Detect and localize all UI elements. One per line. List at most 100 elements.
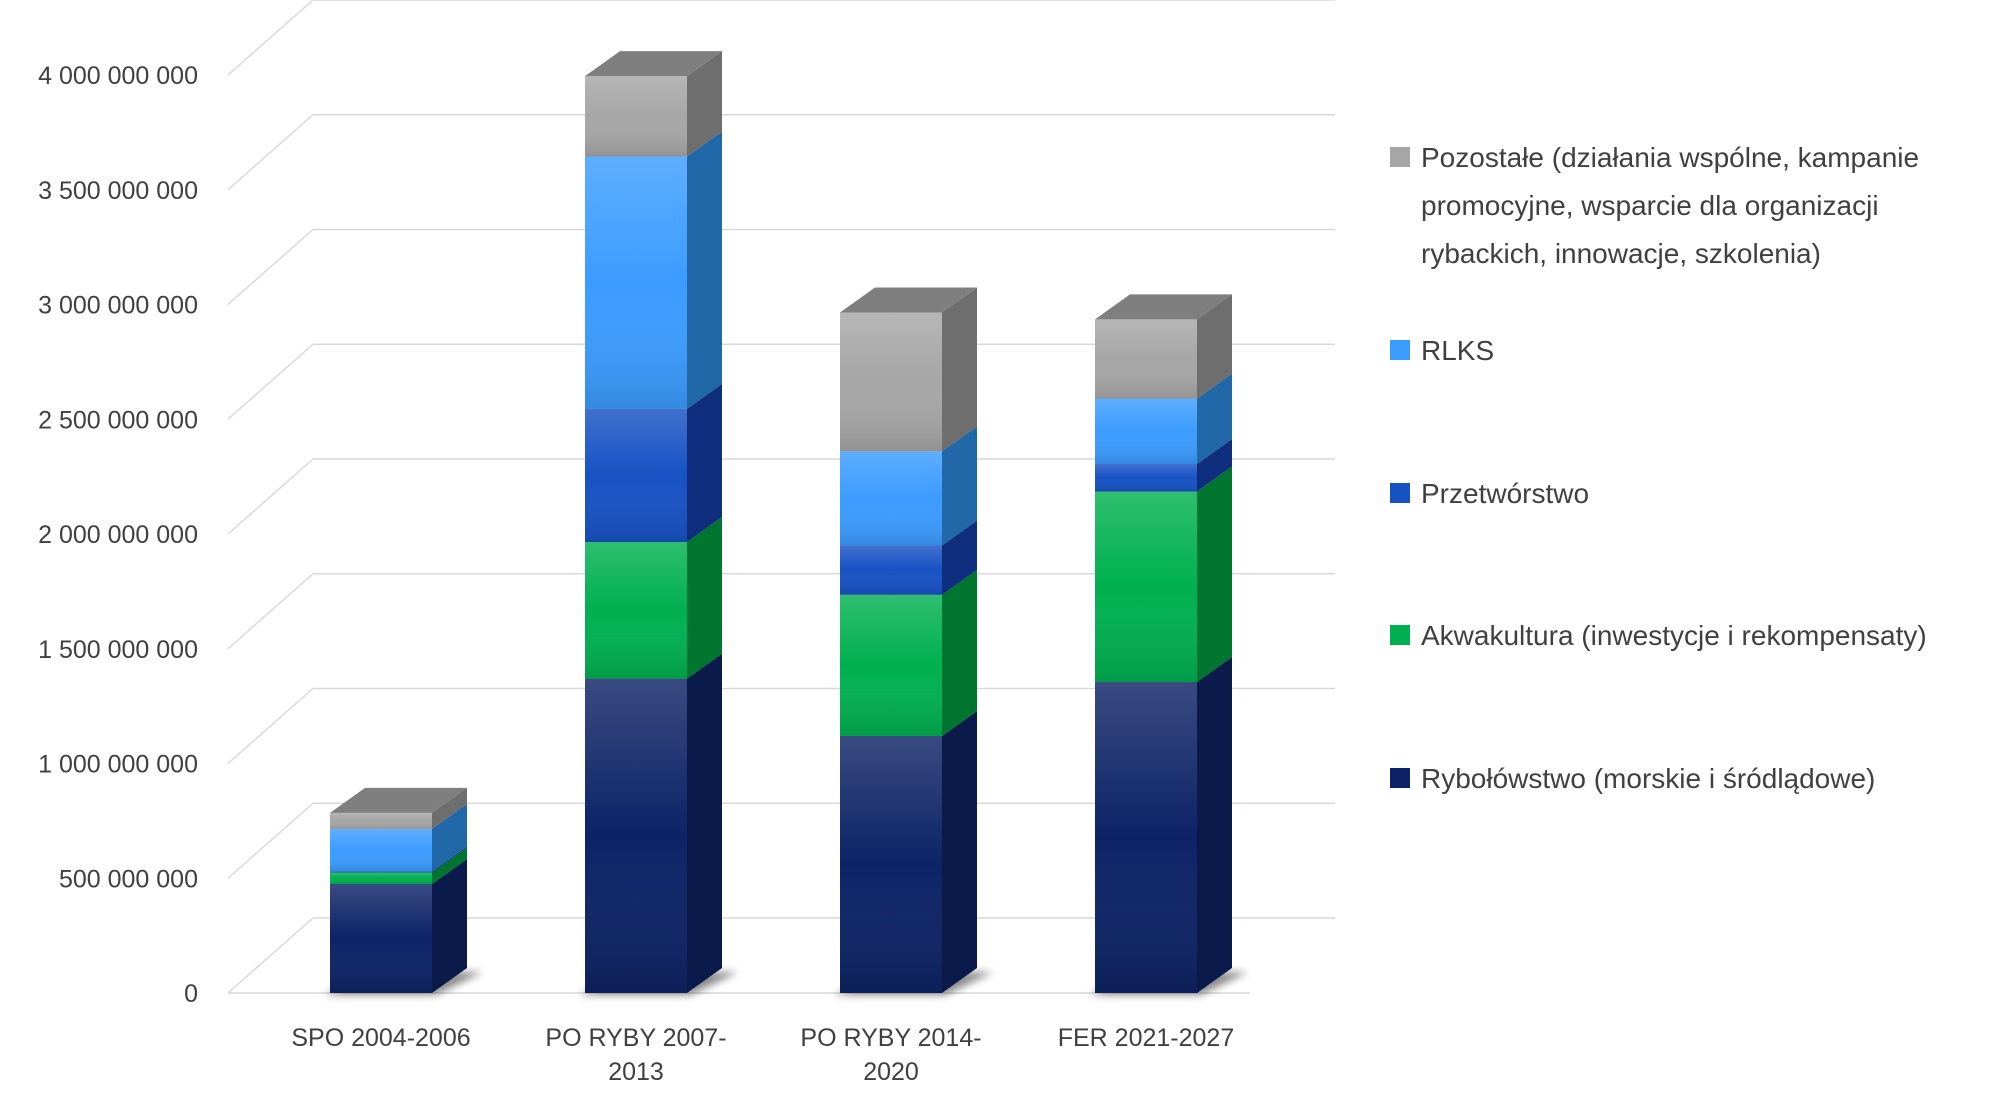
y-tick-label: 2 000 000 000	[38, 521, 198, 549]
legend-swatch	[1390, 340, 1410, 360]
bar-side	[432, 858, 467, 993]
y-tick-label: 1 000 000 000	[38, 751, 198, 779]
bar-front-shade	[1095, 491, 1197, 683]
gridline-diagonal	[227, 343, 314, 420]
bar-front-shade	[330, 871, 432, 873]
legend: Pozostałe (działania wspólne, kampanie pr…	[1390, 142, 1927, 794]
bar-front-shade	[840, 545, 942, 595]
bar-segment	[330, 803, 467, 872]
bar-stack	[579, 51, 738, 995]
bar-side	[942, 426, 977, 546]
bar-segment	[585, 517, 722, 679]
legend-label: Akwakultura (inwestycje i rekompensaty)	[1421, 620, 1927, 651]
legend-swatch	[1390, 483, 1410, 503]
bar-front-shade	[585, 542, 687, 679]
bar-side	[687, 653, 722, 993]
bar-side	[1197, 373, 1232, 465]
gridline-diagonal	[227, 0, 314, 76]
bar-segment	[585, 653, 722, 993]
bar-side	[942, 287, 977, 452]
bar-side	[687, 383, 722, 543]
legend-swatch	[1390, 625, 1410, 645]
x-tick-label: PO RYBY 2007-2013	[545, 1024, 726, 1086]
bar-side	[432, 847, 467, 884]
bar-segment	[840, 710, 977, 993]
bar-segment	[1095, 466, 1232, 683]
bar-side	[432, 787, 467, 829]
bar-front-shade	[840, 594, 942, 736]
bar-segment	[330, 858, 467, 993]
legend-item: Przetwórstwo	[1390, 478, 1589, 509]
y-tick-label: 0	[184, 980, 198, 1008]
gridline-diagonal	[227, 114, 314, 191]
bar-side	[432, 803, 467, 872]
x-tick-label: FER 2021-2027	[1058, 1024, 1235, 1052]
bar-side	[687, 517, 722, 679]
bar-side	[1197, 439, 1232, 492]
legend-label: RLKS	[1421, 335, 1494, 366]
y-tick-label: 1 500 000 000	[38, 636, 198, 664]
bar-segment	[1095, 373, 1232, 465]
legend-label: Przetwórstwo	[1421, 478, 1589, 509]
bars	[324, 51, 1248, 995]
y-axis: 0 500 000 000 1 000 000 000 1 500 000 000 2 …	[38, 62, 198, 1008]
gridline	[227, 228, 1335, 306]
bar-segment	[1095, 657, 1232, 993]
bar-segment	[585, 51, 722, 157]
bar-segment	[1095, 294, 1232, 399]
bar-side	[942, 520, 977, 595]
bar-segment	[585, 383, 722, 543]
bar-front-shade	[585, 678, 687, 993]
bar-front-shade	[1095, 682, 1197, 993]
bar-front-shade	[330, 828, 432, 872]
legend-label: Pozostałe (działania wspólne, kampanie pr…	[1421, 142, 1919, 269]
bar-stack	[834, 287, 993, 995]
bar-segment	[330, 787, 467, 829]
gridline	[227, 114, 1335, 191]
legend-item: Akwakultura (inwestycje i rekompensaty)	[1390, 620, 1927, 651]
legend-item: Pozostałe (działania wspólne, kampanie pr…	[1390, 142, 1919, 269]
legend-swatch	[1390, 147, 1410, 167]
bar-front-shade	[330, 872, 432, 884]
bar-front-shade	[330, 812, 432, 829]
bar-segment	[330, 846, 467, 873]
bar-front-shade	[585, 408, 687, 543]
x-axis: SPO 2004-2006 PO RYBY 2007-2013 PO RYBY 20…	[291, 1024, 1234, 1086]
bar-front-shade	[585, 156, 687, 409]
bar-top	[1095, 294, 1232, 320]
bar-side	[687, 51, 722, 157]
legend-item: Rybołówstwo (morskie i śródlądowe)	[1390, 763, 1875, 794]
bar-side	[1197, 657, 1232, 993]
y-tick-label: 4 000 000 000	[38, 62, 198, 90]
bar-segment	[585, 131, 722, 409]
bar-side	[942, 569, 977, 736]
x-tick-label: PO RYBY 2014-2020	[800, 1024, 981, 1086]
bar-segment	[840, 569, 977, 736]
bar-top	[585, 51, 722, 77]
bar-top	[330, 787, 467, 813]
gridline-diagonal	[227, 458, 314, 535]
legend-item: RLKS	[1390, 335, 1494, 366]
y-tick-label: 2 500 000 000	[38, 406, 198, 434]
bar-front-shade	[840, 735, 942, 993]
x-tick-label: SPO 2004-2006	[291, 1024, 470, 1052]
bar-top	[840, 287, 977, 313]
bar-side	[1197, 466, 1232, 683]
bar-side	[1197, 294, 1232, 399]
y-tick-label: 3 000 000 000	[38, 292, 198, 320]
bar-front-shade	[840, 451, 942, 546]
bar-segment	[330, 847, 467, 884]
bar-front-shade	[1095, 398, 1197, 465]
gridline	[227, 0, 1335, 76]
bar-side	[942, 710, 977, 993]
legend-swatch	[1390, 768, 1410, 788]
bar-segment	[840, 287, 977, 452]
bar-segment	[840, 520, 977, 595]
bar-front-shade	[330, 883, 432, 993]
bar-segment	[1095, 439, 1232, 492]
bar-front-shade	[840, 312, 942, 452]
gridline-diagonal	[227, 917, 314, 994]
gridline-diagonal	[227, 802, 314, 879]
bar-segment	[840, 426, 977, 546]
